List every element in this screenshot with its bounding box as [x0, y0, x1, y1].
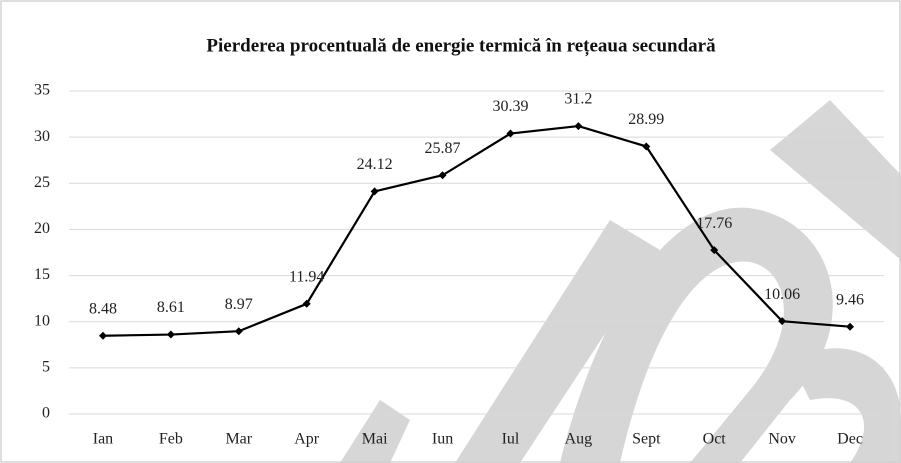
watermark-stroke — [560, 207, 833, 463]
y-tick-label: 5 — [42, 359, 50, 376]
y-tick-label: 10 — [34, 312, 50, 329]
watermark-stroke — [340, 400, 410, 463]
data-label: 17.76 — [696, 215, 732, 232]
data-label: 11.94 — [289, 268, 324, 285]
y-tick-label: 35 — [34, 82, 50, 99]
x-tick-label: Nov — [768, 431, 796, 448]
watermark — [340, 100, 901, 463]
data-label: 10.06 — [764, 286, 800, 303]
x-tick-label: Iul — [502, 431, 520, 448]
y-tick-label: 0 — [42, 405, 50, 422]
x-tick-label: Aug — [565, 431, 593, 448]
marker — [166, 330, 175, 339]
marker — [574, 122, 583, 131]
marker — [710, 246, 719, 255]
marker — [846, 322, 855, 331]
x-tick-label: Iun — [432, 431, 453, 448]
x-tick-label: Feb — [159, 431, 183, 448]
chart-title: Pierderea procentuală de energie termică… — [206, 35, 716, 56]
watermark-stroke — [455, 220, 660, 463]
x-tick-label: Apr — [294, 431, 320, 448]
x-tick-label: Mar — [225, 431, 252, 448]
marker — [642, 142, 651, 151]
marker — [370, 187, 379, 196]
watermark-stroke — [790, 348, 901, 463]
x-tick-label: Mai — [362, 431, 388, 448]
watermark-stroke — [770, 100, 901, 260]
y-tick-label: 15 — [34, 266, 50, 283]
y-tick-label: 25 — [34, 174, 50, 191]
marker — [234, 327, 243, 336]
data-label: 24.12 — [357, 156, 393, 173]
data-label: 31.2 — [564, 91, 592, 108]
marker — [778, 317, 787, 326]
x-tick-label: Sept — [632, 431, 661, 448]
x-tick-label: Dec — [837, 431, 863, 448]
marker — [438, 171, 447, 180]
x-tick-label: Ian — [93, 431, 113, 448]
data-label: 28.99 — [628, 111, 664, 128]
data-label: 25.87 — [425, 140, 461, 157]
x-tick-label: Oct — [703, 431, 727, 448]
data-label: 8.61 — [157, 299, 185, 316]
data-label: 8.48 — [89, 300, 117, 317]
marker — [98, 331, 107, 340]
marker — [506, 129, 515, 138]
data-label: 8.97 — [225, 296, 253, 313]
marker — [302, 299, 311, 308]
data-label: 30.39 — [492, 98, 528, 115]
line — [102, 124, 851, 337]
y-tick-label: 30 — [34, 128, 50, 145]
y-tick-label: 20 — [34, 220, 50, 237]
data-label: 9.46 — [836, 291, 864, 308]
